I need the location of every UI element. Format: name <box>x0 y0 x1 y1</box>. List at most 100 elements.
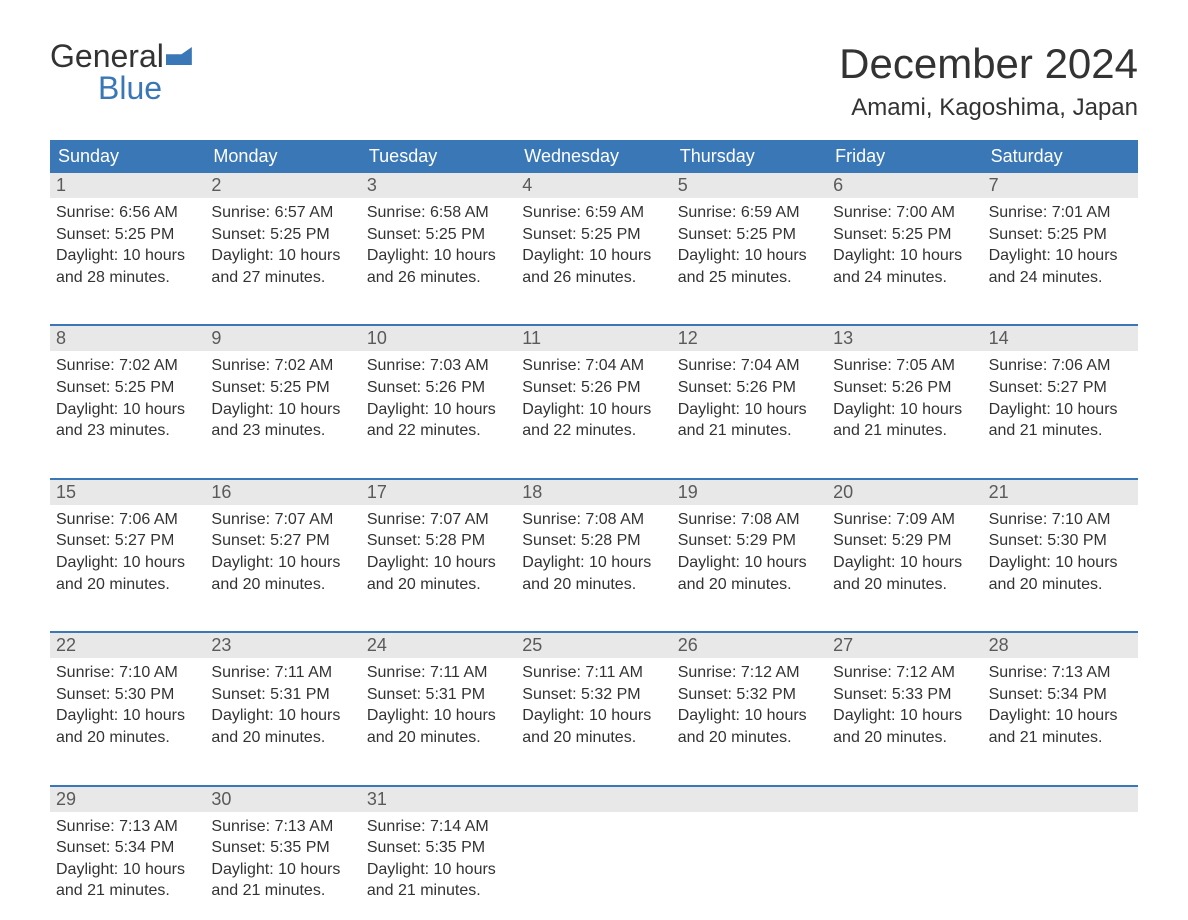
day-cell: Sunrise: 6:57 AMSunset: 5:25 PMDaylight:… <box>205 198 360 306</box>
daylight-text-1: Daylight: 10 hours <box>522 399 665 421</box>
daylight-text-2: and 20 minutes. <box>56 574 199 596</box>
daylight-text-2: and 20 minutes. <box>522 727 665 749</box>
header-row: General Blue December 2024 Amami, Kagosh… <box>50 40 1138 122</box>
sunset-text: Sunset: 5:33 PM <box>833 684 976 706</box>
daylight-text-1: Daylight: 10 hours <box>211 859 354 881</box>
daylight-text-2: and 20 minutes. <box>678 727 821 749</box>
day-number <box>827 787 982 812</box>
sunset-text: Sunset: 5:32 PM <box>522 684 665 706</box>
day-number: 27 <box>827 633 982 658</box>
logo: General Blue <box>50 40 192 104</box>
sunrise-text: Sunrise: 7:05 AM <box>833 355 976 377</box>
week-row: 15161718192021Sunrise: 7:06 AMSunset: 5:… <box>50 478 1138 613</box>
day-cell: Sunrise: 7:05 AMSunset: 5:26 PMDaylight:… <box>827 351 982 459</box>
daylight-text-1: Daylight: 10 hours <box>833 552 976 574</box>
day-cell: Sunrise: 7:11 AMSunset: 5:31 PMDaylight:… <box>361 658 516 766</box>
day-cell: Sunrise: 7:13 AMSunset: 5:34 PMDaylight:… <box>983 658 1138 766</box>
day-number: 14 <box>983 326 1138 351</box>
day-cell: Sunrise: 7:06 AMSunset: 5:27 PMDaylight:… <box>983 351 1138 459</box>
day-number: 13 <box>827 326 982 351</box>
day-number: 19 <box>672 480 827 505</box>
day-number: 26 <box>672 633 827 658</box>
daylight-text-1: Daylight: 10 hours <box>678 705 821 727</box>
daynum-row: 891011121314 <box>50 326 1138 351</box>
day-cell: Sunrise: 7:12 AMSunset: 5:32 PMDaylight:… <box>672 658 827 766</box>
daylight-text-1: Daylight: 10 hours <box>211 399 354 421</box>
daynum-row: 293031 <box>50 787 1138 812</box>
daylight-text-1: Daylight: 10 hours <box>989 399 1132 421</box>
daylight-text-1: Daylight: 10 hours <box>833 245 976 267</box>
day-number: 16 <box>205 480 360 505</box>
day-cell: Sunrise: 7:14 AMSunset: 5:35 PMDaylight:… <box>361 812 516 920</box>
daylight-text-1: Daylight: 10 hours <box>522 552 665 574</box>
day-number: 20 <box>827 480 982 505</box>
sunrise-text: Sunrise: 7:02 AM <box>56 355 199 377</box>
sunset-text: Sunset: 5:27 PM <box>989 377 1132 399</box>
daylight-text-2: and 20 minutes. <box>56 727 199 749</box>
daylight-text-1: Daylight: 10 hours <box>56 399 199 421</box>
sunrise-text: Sunrise: 6:59 AM <box>678 202 821 224</box>
sunset-text: Sunset: 5:26 PM <box>678 377 821 399</box>
sunrise-text: Sunrise: 7:14 AM <box>367 816 510 838</box>
daylight-text-1: Daylight: 10 hours <box>367 552 510 574</box>
sunrise-text: Sunrise: 7:11 AM <box>211 662 354 684</box>
daylight-text-1: Daylight: 10 hours <box>833 705 976 727</box>
daylight-text-1: Daylight: 10 hours <box>678 245 821 267</box>
daylight-text-2: and 20 minutes. <box>522 574 665 596</box>
day-number: 6 <box>827 173 982 198</box>
sunrise-text: Sunrise: 7:04 AM <box>522 355 665 377</box>
logo-word-blue: Blue <box>50 72 192 104</box>
sunset-text: Sunset: 5:34 PM <box>56 837 199 859</box>
daylight-text-1: Daylight: 10 hours <box>989 552 1132 574</box>
sunrise-text: Sunrise: 7:07 AM <box>211 509 354 531</box>
daylight-text-1: Daylight: 10 hours <box>989 245 1132 267</box>
day-cell: Sunrise: 6:59 AMSunset: 5:25 PMDaylight:… <box>672 198 827 306</box>
daylight-text-1: Daylight: 10 hours <box>211 245 354 267</box>
daylight-text-2: and 20 minutes. <box>833 574 976 596</box>
day-number: 22 <box>50 633 205 658</box>
sunset-text: Sunset: 5:25 PM <box>678 224 821 246</box>
sunrise-text: Sunrise: 6:58 AM <box>367 202 510 224</box>
weekday-label: Saturday <box>983 140 1138 173</box>
day-number: 15 <box>50 480 205 505</box>
logo-line1: General <box>50 40 192 72</box>
daylight-text-2: and 20 minutes. <box>367 727 510 749</box>
daylight-text-2: and 20 minutes. <box>211 574 354 596</box>
daylight-text-2: and 25 minutes. <box>678 267 821 289</box>
day-number: 4 <box>516 173 671 198</box>
page-title: December 2024 <box>839 40 1138 88</box>
daylight-text-2: and 24 minutes. <box>989 267 1132 289</box>
day-cell: Sunrise: 7:07 AMSunset: 5:28 PMDaylight:… <box>361 505 516 613</box>
day-cell: Sunrise: 7:08 AMSunset: 5:28 PMDaylight:… <box>516 505 671 613</box>
daylight-text-2: and 20 minutes. <box>211 727 354 749</box>
day-number <box>516 787 671 812</box>
day-number <box>672 787 827 812</box>
daylight-text-2: and 21 minutes. <box>56 880 199 902</box>
sunrise-text: Sunrise: 7:10 AM <box>989 509 1132 531</box>
daylight-text-2: and 26 minutes. <box>367 267 510 289</box>
day-number: 21 <box>983 480 1138 505</box>
daylight-text-2: and 22 minutes. <box>522 420 665 442</box>
day-cell: Sunrise: 7:02 AMSunset: 5:25 PMDaylight:… <box>205 351 360 459</box>
week-row: 293031 Sunrise: 7:13 AMSunset: 5:34 PM Day… <box>50 785 1138 920</box>
sunrise-text: Sunrise: 7:11 AM <box>367 662 510 684</box>
sunrise-text: Sunrise: 7:10 AM <box>56 662 199 684</box>
daylight-text-1: Daylight: 10 hours <box>211 705 354 727</box>
daylight-text-1: Daylight: 10 hours <box>211 552 354 574</box>
daylight-text-2: and 20 minutes. <box>833 727 976 749</box>
day-number: 18 <box>516 480 671 505</box>
sunrise-text: Sunrise: 7:13 AM <box>56 816 199 838</box>
day-cell: Sunrise: 7:11 AMSunset: 5:31 PMDaylight:… <box>205 658 360 766</box>
daylight-text-2: and 22 minutes. <box>367 420 510 442</box>
week-row: 22232425262728Sunrise: 7:10 AMSunset: 5:… <box>50 631 1138 766</box>
daylight-text-1: Daylight: 10 hours <box>56 552 199 574</box>
sunrise-text: Sunrise: 6:59 AM <box>522 202 665 224</box>
sunset-text: Sunset: 5:35 PM <box>367 837 510 859</box>
day-number: 5 <box>672 173 827 198</box>
daylight-text-1: Daylight: 10 hours <box>367 705 510 727</box>
day-cell <box>672 812 827 920</box>
day-cell: Sunrise: 7:00 AMSunset: 5:25 PMDaylight:… <box>827 198 982 306</box>
daylight-text-2: and 20 minutes. <box>989 574 1132 596</box>
day-cell: Sunrise: 7:12 AMSunset: 5:33 PMDaylight:… <box>827 658 982 766</box>
sunrise-text: Sunrise: 7:06 AM <box>989 355 1132 377</box>
